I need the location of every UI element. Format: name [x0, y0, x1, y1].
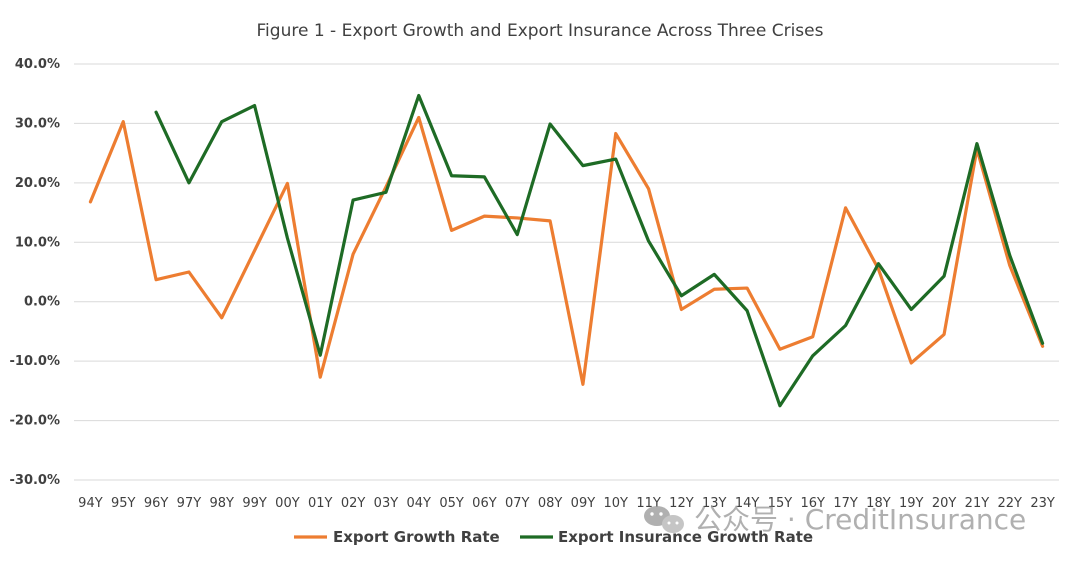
- watermark: 公众号 · CreditInsurance: [644, 503, 1026, 536]
- legend-label-export-growth-rate: Export Growth Rate: [333, 528, 500, 546]
- y-tick-label: -30.0%: [10, 473, 61, 488]
- x-tick-label: 17Y: [833, 496, 858, 511]
- legend: Export Growth Rate Export Insurance Grow…: [294, 528, 813, 546]
- x-tick-label: 12Y: [669, 496, 694, 511]
- x-tick-label: 02Y: [341, 496, 366, 511]
- x-tick-label: 20Y: [932, 496, 957, 511]
- x-tick-label: 18Y: [866, 496, 891, 511]
- x-axis-tick-labels: 94Y 95Y 96Y 97Y 98Y 99Y 00Y 01Y 02Y 03Y 04Y 05Y 06Y 0…: [78, 496, 1055, 511]
- x-tick-label: 97Y: [177, 496, 202, 511]
- y-axis-tick-labels: -30.0% -20.0% -10.0% 0.0% 10.0% 20.0% 30.0% 40.…: [10, 57, 61, 488]
- y-tick-label: 20.0%: [15, 176, 60, 191]
- y-tick-label: 0.0%: [24, 295, 60, 310]
- y-tick-label: 30.0%: [15, 116, 60, 131]
- grid-lines: [74, 63, 1059, 481]
- series-line-export-insurance-growth-rate: [154, 93, 1045, 408]
- x-tick-label: 99Y: [242, 496, 267, 511]
- x-tick-label: 96Y: [144, 496, 169, 511]
- x-tick-label: 23Y: [1030, 496, 1055, 511]
- x-tick-label: 15Y: [768, 496, 793, 511]
- wechat-icon: [644, 506, 684, 533]
- x-tick-label: 22Y: [998, 496, 1023, 511]
- x-tick-label: 05Y: [439, 496, 464, 511]
- x-tick-label: 94Y: [78, 496, 103, 511]
- x-tick-label: 03Y: [374, 496, 399, 511]
- x-tick-label: 16Y: [801, 496, 826, 511]
- y-tick-label: 10.0%: [15, 235, 60, 250]
- series-line-export-growth-rate: [88, 115, 1045, 386]
- x-tick-label: 98Y: [210, 496, 235, 511]
- legend-label-export-insurance-growth-rate: Export Insurance Growth Rate: [558, 528, 813, 546]
- x-tick-label: 08Y: [538, 496, 563, 511]
- x-tick-label: 95Y: [111, 496, 136, 511]
- x-tick-label: 00Y: [275, 496, 300, 511]
- y-tick-label: -20.0%: [10, 414, 61, 429]
- x-tick-label: 21Y: [965, 496, 990, 511]
- x-tick-label: 10Y: [604, 496, 629, 511]
- x-tick-label: 07Y: [505, 496, 530, 511]
- watermark-text: 公众号 · CreditInsurance: [694, 503, 1026, 536]
- x-tick-label: 13Y: [702, 496, 727, 511]
- x-tick-label: 04Y: [407, 496, 432, 511]
- x-tick-label: 19Y: [899, 496, 924, 511]
- chart-title: Figure 1 - Export Growth and Export Insu…: [257, 21, 824, 41]
- x-tick-label: 01Y: [308, 496, 333, 511]
- y-tick-label: 40.0%: [15, 57, 60, 72]
- x-tick-label: 09Y: [571, 496, 596, 511]
- y-tick-label: -10.0%: [10, 354, 61, 369]
- x-tick-label: 06Y: [472, 496, 497, 511]
- x-tick-label: 14Y: [735, 496, 760, 511]
- series-lines: [88, 93, 1045, 408]
